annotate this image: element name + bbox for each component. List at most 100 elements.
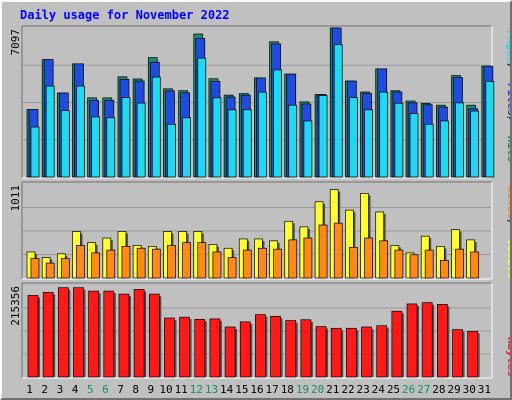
bar-pages-19	[303, 120, 313, 178]
bar-sites-6	[106, 249, 116, 279]
x-tick-label-8: 8	[132, 383, 139, 396]
bar-pages-9	[151, 76, 161, 178]
bar-sites-23	[364, 237, 373, 279]
bar-pages-5	[91, 116, 100, 178]
bar-sites-2	[45, 262, 55, 279]
bar-sites-26	[409, 254, 419, 279]
bar-kbytes-10	[164, 317, 175, 378]
bar-kbytes-8	[133, 289, 145, 378]
x-tick-label-9: 9	[148, 383, 155, 396]
bar-kbytes-16	[255, 314, 266, 378]
bar-sites-28	[440, 259, 449, 279]
bar-kbytes-21	[330, 327, 342, 378]
x-tick-label-5: 5	[87, 383, 94, 396]
x-tick-label-30: 30	[463, 383, 476, 396]
bar-pages-7	[121, 97, 131, 178]
panel-middle-ymax-label: 1011	[9, 185, 22, 212]
x-tick-label-14: 14	[220, 383, 234, 396]
chart-title: Daily usage for November 2022	[20, 8, 230, 22]
bar-sites-10	[167, 245, 176, 279]
bar-kbytes-27	[421, 302, 433, 378]
bar-kbytes-3	[57, 287, 69, 378]
bar-kbytes-28	[437, 304, 448, 378]
bar-pages-23	[364, 109, 373, 178]
bar-pages-15	[242, 109, 252, 178]
bar-kbytes-26	[406, 303, 418, 378]
bar-pages-13	[212, 97, 222, 178]
panel-middle-legend-separator: /	[505, 219, 510, 226]
x-tick-label-26: 26	[402, 383, 415, 396]
bar-kbytes-24	[376, 325, 388, 378]
bar-kbytes-29	[452, 329, 463, 378]
bar-sites-24	[379, 240, 389, 279]
bar-sites-9	[151, 248, 161, 279]
bar-pages-2	[45, 85, 55, 178]
bar-pages-27	[424, 123, 434, 178]
bar-kbytes-4	[73, 287, 84, 378]
x-tick-label-29: 29	[447, 383, 460, 396]
x-tick-label-7: 7	[117, 383, 124, 396]
x-tick-label-28: 28	[432, 383, 445, 396]
bar-pages-12	[197, 57, 207, 178]
bar-sites-14	[227, 257, 237, 279]
bar-pages-18	[288, 104, 298, 178]
bar-kbytes-17	[270, 315, 281, 378]
panel-bottom-ymax-label: 215356	[9, 286, 22, 326]
bar-pages-11	[182, 117, 191, 178]
bar-sites-18	[288, 239, 298, 279]
bar-sites-17	[273, 248, 282, 279]
x-tick-label-25: 25	[387, 383, 400, 396]
bar-kbytes-2	[42, 292, 54, 378]
bar-sites-8	[136, 247, 146, 279]
legend-files: Files	[505, 83, 510, 116]
bar-pages-6	[106, 117, 116, 178]
bar-sites-29	[455, 248, 464, 279]
legend-sites: Sites	[505, 186, 510, 219]
bar-pages-22	[349, 97, 358, 178]
x-tick-label-12: 12	[190, 383, 203, 396]
bar-kbytes-12	[194, 318, 206, 378]
bar-kbytes-1	[27, 295, 39, 378]
bar-kbytes-15	[239, 321, 251, 378]
bar-kbytes-25	[391, 310, 403, 378]
x-tick-label-10: 10	[159, 383, 172, 396]
bar-sites-19	[303, 237, 313, 279]
bar-kbytes-22	[346, 327, 357, 378]
bar-kbytes-18	[285, 320, 297, 378]
bar-pages-28	[440, 120, 449, 178]
bar-pages-14	[227, 109, 237, 178]
bar-pages-31	[485, 81, 495, 178]
bar-pages-3	[60, 110, 70, 178]
bar-kbytes-7	[118, 293, 130, 378]
bar-kbytes-11	[179, 316, 190, 378]
panel-top-legend-separator: /	[505, 116, 510, 123]
bar-kbytes-6	[103, 290, 115, 378]
bar-sites-21	[333, 222, 343, 279]
legend-hits: Hits	[505, 136, 510, 163]
x-tick-label-20: 20	[311, 383, 324, 396]
bar-pages-4	[76, 85, 85, 178]
x-tick-label-21: 21	[326, 383, 339, 396]
x-tick-label-17: 17	[266, 383, 279, 396]
bar-kbytes-14	[224, 326, 236, 378]
x-tick-label-15: 15	[235, 383, 248, 396]
bar-sites-15	[242, 249, 252, 279]
x-tick-label-4: 4	[72, 383, 79, 396]
bar-sites-4	[76, 245, 85, 279]
bar-sites-5	[91, 252, 100, 279]
x-tick-label-24: 24	[372, 383, 386, 396]
bar-sites-27	[424, 249, 434, 279]
bar-pages-29	[455, 102, 464, 178]
x-tick-label-19: 19	[296, 383, 309, 396]
bar-pages-30	[470, 110, 480, 178]
bar-kbytes-9	[148, 293, 160, 378]
bar-pages-16	[258, 91, 267, 178]
bar-sites-22	[349, 246, 358, 279]
bar-kbytes-20	[315, 326, 327, 378]
bar-sites-12	[197, 242, 207, 279]
x-tick-label-31: 31	[478, 383, 491, 396]
x-tick-label-2: 2	[41, 383, 48, 396]
x-tick-label-11: 11	[175, 383, 188, 396]
